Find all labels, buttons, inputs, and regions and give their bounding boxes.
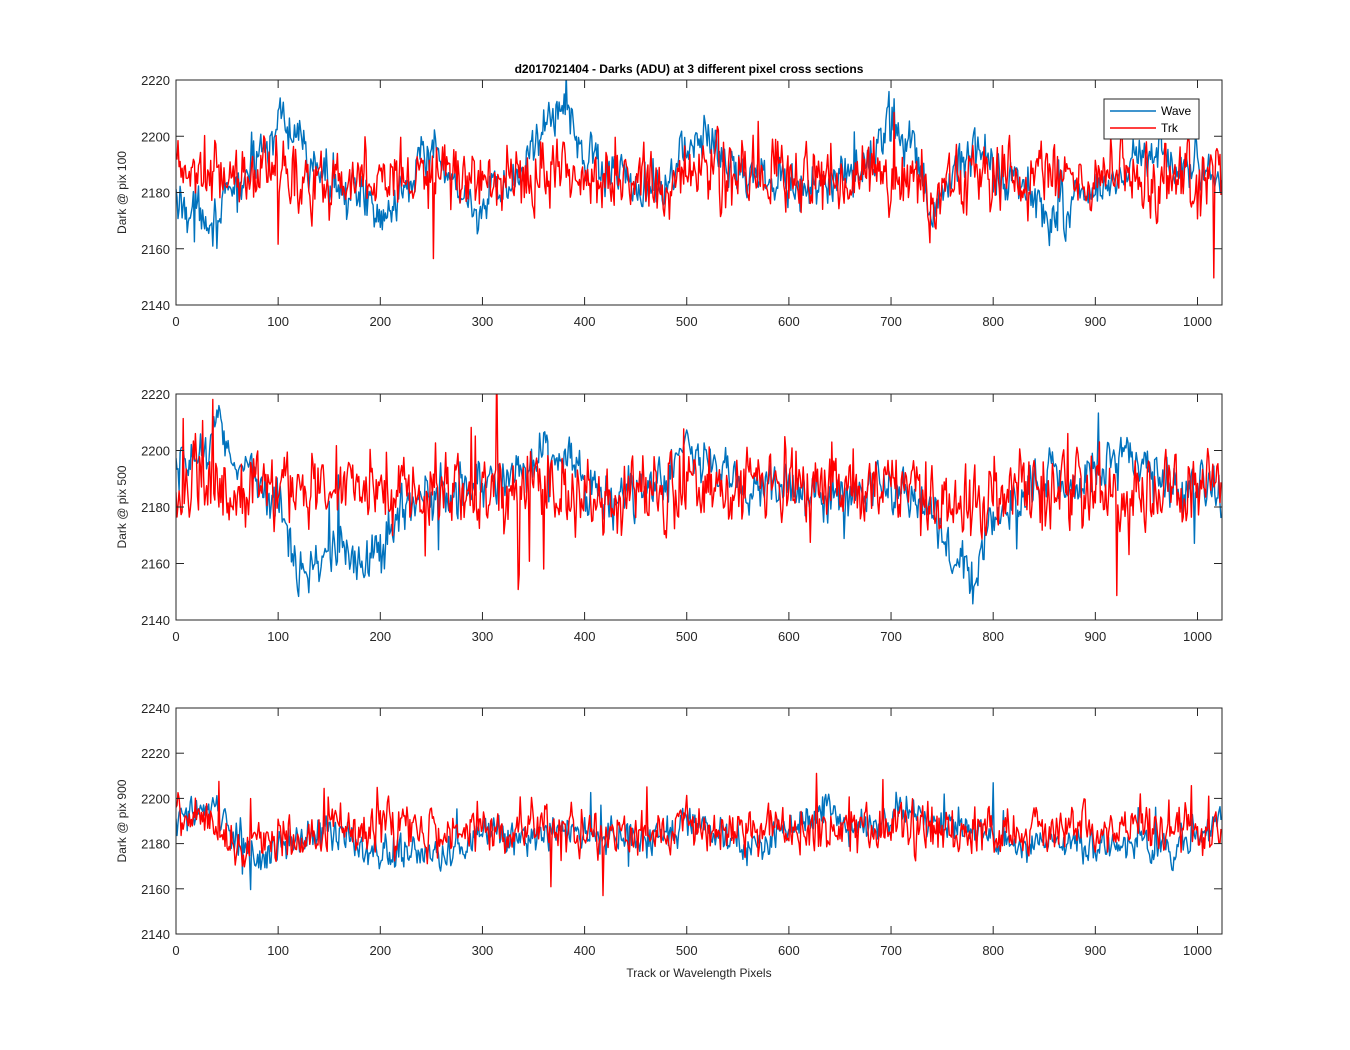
chart-title: d2017021404 - Darks (ADU) at 3 different… xyxy=(515,62,864,76)
panels: 0 100 200 300 400 500 600 700 800 900 100021402160… xyxy=(115,73,1223,958)
y-tick-label: 2160 xyxy=(141,242,170,257)
y-tick-label: 2200 xyxy=(141,129,170,144)
x-tick-label: 400 xyxy=(574,629,596,644)
y-tick-label: 2180 xyxy=(141,186,170,201)
x-tick-label: 700 xyxy=(880,314,902,329)
x-axis-label: Track or Wavelength Pixels xyxy=(626,966,771,980)
x-tick-label: 800 xyxy=(982,314,1004,329)
y-tick-label: 2200 xyxy=(141,791,170,806)
x-tick-label: 900 xyxy=(1084,314,1106,329)
legend-label-wave: Wave xyxy=(1161,104,1192,118)
x-tick-label: 0 xyxy=(172,314,179,329)
x-tick-label: 300 xyxy=(472,314,494,329)
x-tick-label: 500 xyxy=(676,314,698,329)
y-tick-label: 2160 xyxy=(141,882,170,897)
x-tick-label: 1000 xyxy=(1183,629,1212,644)
legend-box xyxy=(1103,98,1200,140)
legend: Wave Trk xyxy=(1103,98,1200,140)
series-line-wave xyxy=(176,404,1222,605)
x-tick-label: 0 xyxy=(172,629,179,644)
plot-area xyxy=(176,394,1222,620)
x-tick-label: 400 xyxy=(574,943,596,958)
axes-box xyxy=(175,707,1223,935)
x-tick-label: 400 xyxy=(574,314,596,329)
x-tick-label: 600 xyxy=(778,943,800,958)
y-tick-label: 2140 xyxy=(141,927,170,942)
x-tick-label: 700 xyxy=(880,629,902,644)
x-tick-label: 300 xyxy=(472,943,494,958)
y-tick-label: 2240 xyxy=(141,701,170,716)
y-axis-label: Dark @ pix 100 xyxy=(115,151,129,234)
y-tick-label: 2180 xyxy=(141,837,170,852)
x-tick-label: 100 xyxy=(267,314,289,329)
x-tick-label: 200 xyxy=(369,314,391,329)
x-tick-label: 600 xyxy=(778,629,800,644)
panel-1: 0 100 200 300 400 500 600 700 800 900 1000 2140 2160… xyxy=(115,73,1223,329)
series-group xyxy=(176,80,1222,279)
x-tick-label: 1000 xyxy=(1183,314,1212,329)
y-tick-label: 2220 xyxy=(141,387,170,402)
legend-label-trk: Trk xyxy=(1161,121,1179,135)
panel-2: 0 100 200 300 400 500 600 700 800 900 1000 2140 2160… xyxy=(115,387,1223,644)
y-tick-label: 2160 xyxy=(141,557,170,572)
x-tick-label: 300 xyxy=(472,629,494,644)
x-tick-label: 500 xyxy=(676,943,698,958)
series-line-trk xyxy=(176,772,1222,897)
y-tick-label: 2220 xyxy=(141,73,170,88)
x-tick-label: 100 xyxy=(267,943,289,958)
y-tick-label: 2180 xyxy=(141,500,170,515)
y-tick-label: 2200 xyxy=(141,444,170,459)
y-tick-label: 2140 xyxy=(141,298,170,313)
x-tick-label: 200 xyxy=(369,943,391,958)
x-tick-label: 800 xyxy=(982,629,1004,644)
x-tick-label: 800 xyxy=(982,943,1004,958)
x-tick-label: 100 xyxy=(267,629,289,644)
x-tick-label: 900 xyxy=(1084,943,1106,958)
x-tick-label: 900 xyxy=(1084,629,1106,644)
x-tick-label: 500 xyxy=(676,629,698,644)
series-line-wave xyxy=(176,80,1222,250)
series-line-trk xyxy=(176,394,1222,597)
panel-3: 0 100 200 300 400 500 600 700 800 900 1000 2140 2160… xyxy=(115,701,1223,958)
series-line-trk xyxy=(176,111,1222,279)
x-tick-label: 200 xyxy=(369,629,391,644)
series-group xyxy=(176,772,1222,897)
series-group xyxy=(176,394,1222,605)
y-axis-label: Dark @ pix 900 xyxy=(115,779,129,862)
plot-area xyxy=(176,80,1222,305)
x-tick-label: 600 xyxy=(778,314,800,329)
y-axis-label: Dark @ pix 500 xyxy=(115,465,129,548)
x-tick-label: 0 xyxy=(172,943,179,958)
y-tick-label: 2140 xyxy=(141,613,170,628)
x-tick-label: 1000 xyxy=(1183,943,1212,958)
x-tick-label: 700 xyxy=(880,943,902,958)
y-tick-label: 2220 xyxy=(141,746,170,761)
